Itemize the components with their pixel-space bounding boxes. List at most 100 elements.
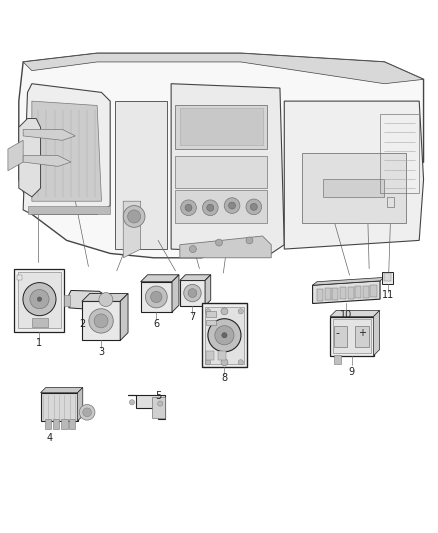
Polygon shape xyxy=(78,387,83,421)
Circle shape xyxy=(145,286,167,308)
Polygon shape xyxy=(180,275,211,280)
Text: 8: 8 xyxy=(221,373,227,383)
Circle shape xyxy=(23,282,56,316)
Bar xyxy=(355,286,361,298)
Bar xyxy=(205,306,244,364)
Polygon shape xyxy=(32,101,102,201)
Circle shape xyxy=(37,297,42,301)
Bar xyxy=(176,106,267,149)
Bar xyxy=(206,351,214,360)
Bar xyxy=(340,287,346,300)
Bar xyxy=(69,419,75,429)
Circle shape xyxy=(30,289,49,309)
Circle shape xyxy=(189,246,196,253)
Polygon shape xyxy=(127,395,165,419)
Text: 2: 2 xyxy=(79,319,85,329)
Bar xyxy=(302,154,406,223)
Polygon shape xyxy=(41,387,83,393)
Polygon shape xyxy=(23,84,110,214)
Polygon shape xyxy=(28,206,110,214)
Bar xyxy=(64,295,70,305)
Circle shape xyxy=(123,206,145,228)
Polygon shape xyxy=(171,84,284,254)
Circle shape xyxy=(181,200,196,215)
Text: 5: 5 xyxy=(155,391,161,400)
Circle shape xyxy=(246,199,261,215)
Polygon shape xyxy=(141,275,179,282)
Circle shape xyxy=(89,309,113,333)
Polygon shape xyxy=(23,130,75,140)
Circle shape xyxy=(188,289,197,297)
Polygon shape xyxy=(82,294,128,301)
Polygon shape xyxy=(115,101,167,249)
Circle shape xyxy=(208,319,241,352)
Circle shape xyxy=(158,401,163,406)
Bar xyxy=(330,317,374,356)
Bar xyxy=(45,419,51,429)
Text: 3: 3 xyxy=(98,347,104,357)
Bar xyxy=(180,108,262,144)
Bar xyxy=(334,326,346,347)
Bar xyxy=(323,180,385,197)
Polygon shape xyxy=(284,101,424,249)
Circle shape xyxy=(251,204,257,211)
Text: 11: 11 xyxy=(381,290,394,301)
Circle shape xyxy=(215,239,223,246)
Circle shape xyxy=(127,210,141,223)
Polygon shape xyxy=(23,53,424,84)
Polygon shape xyxy=(374,310,380,356)
Bar xyxy=(325,288,331,301)
Bar xyxy=(206,311,215,317)
Polygon shape xyxy=(23,156,71,166)
Bar xyxy=(206,320,215,325)
Circle shape xyxy=(185,204,192,211)
Circle shape xyxy=(246,237,253,244)
Circle shape xyxy=(215,326,234,345)
Circle shape xyxy=(202,200,218,215)
Bar xyxy=(385,273,391,281)
Circle shape xyxy=(151,292,162,303)
Polygon shape xyxy=(313,277,385,285)
Circle shape xyxy=(205,309,211,314)
Text: -: - xyxy=(336,328,339,338)
Bar xyxy=(332,288,338,300)
Bar xyxy=(41,393,78,421)
Circle shape xyxy=(99,293,113,306)
Circle shape xyxy=(205,360,211,365)
Circle shape xyxy=(238,360,244,365)
Circle shape xyxy=(224,198,240,213)
Text: 10: 10 xyxy=(340,310,353,320)
Bar xyxy=(18,272,61,328)
Bar xyxy=(32,318,48,327)
Text: +: + xyxy=(358,328,366,338)
Bar xyxy=(176,190,267,223)
Bar xyxy=(18,275,22,279)
Bar xyxy=(317,289,323,301)
Bar xyxy=(176,156,267,188)
Polygon shape xyxy=(313,281,380,303)
Bar xyxy=(141,282,172,312)
Polygon shape xyxy=(120,294,128,341)
Polygon shape xyxy=(69,290,106,310)
Text: 7: 7 xyxy=(189,312,196,322)
Polygon shape xyxy=(205,275,211,305)
Bar xyxy=(347,287,353,299)
Circle shape xyxy=(229,202,236,209)
Circle shape xyxy=(129,400,134,405)
Bar xyxy=(201,303,247,367)
Polygon shape xyxy=(172,275,179,312)
Circle shape xyxy=(94,314,108,328)
Bar xyxy=(355,326,369,347)
Polygon shape xyxy=(330,310,380,317)
Bar xyxy=(371,285,377,297)
Bar xyxy=(382,272,393,284)
Text: 4: 4 xyxy=(46,433,52,443)
Polygon shape xyxy=(123,201,141,258)
Circle shape xyxy=(221,308,228,315)
Polygon shape xyxy=(8,140,23,171)
Polygon shape xyxy=(19,53,424,258)
Text: 6: 6 xyxy=(153,319,159,329)
Bar xyxy=(53,419,59,429)
Bar xyxy=(332,319,371,353)
Polygon shape xyxy=(180,236,271,258)
